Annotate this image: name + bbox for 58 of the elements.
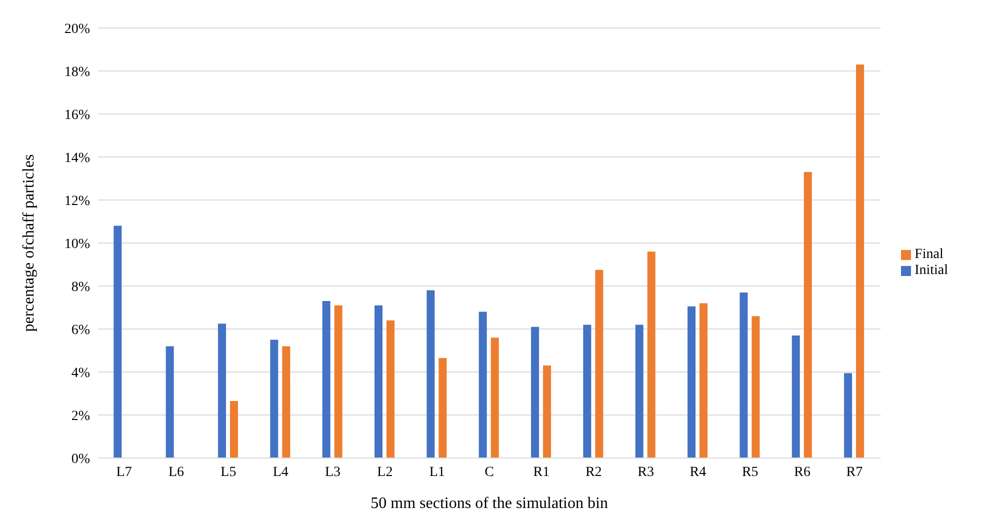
bar — [856, 64, 864, 458]
y-tick-label: 2% — [71, 408, 90, 424]
y-tick-label: 4% — [71, 366, 90, 381]
x-tick-label: L1 — [429, 464, 445, 480]
bar — [386, 320, 395, 458]
bar — [804, 172, 812, 458]
bar — [740, 292, 748, 458]
bar — [270, 340, 278, 458]
bar — [114, 226, 122, 458]
x-tick-label: L4 — [272, 464, 288, 480]
x-tick-label: L5 — [220, 464, 236, 480]
x-tick-label: R1 — [533, 464, 550, 480]
x-tick-label: L7 — [116, 464, 132, 480]
bar — [647, 252, 656, 458]
bar — [322, 301, 330, 458]
bar — [595, 270, 604, 458]
x-tick-label: R4 — [690, 464, 706, 480]
bar — [792, 335, 800, 458]
y-tick-label: 12% — [64, 194, 90, 209]
y-tick-label: 6% — [71, 322, 90, 338]
x-axis-title: 50 mm sections of the simulation bin — [370, 495, 608, 512]
bar — [700, 303, 708, 458]
bar — [752, 316, 760, 458]
bar — [438, 358, 447, 458]
bar — [282, 346, 290, 458]
bar — [635, 324, 644, 458]
bar — [218, 324, 226, 458]
bar — [374, 305, 383, 458]
x-tick-label: C — [484, 464, 494, 480]
x-tick-label: L3 — [324, 464, 341, 480]
bar — [543, 366, 552, 458]
bar — [490, 338, 499, 458]
legend-label: Initial — [914, 263, 948, 278]
bar — [688, 306, 696, 458]
x-tick-label: R3 — [638, 464, 654, 480]
bar — [531, 326, 540, 458]
x-tick-label: L2 — [377, 464, 393, 480]
x-tick-label: L6 — [168, 464, 184, 480]
y-tick-label: 20% — [64, 22, 90, 37]
bar — [166, 346, 174, 458]
bar — [426, 290, 435, 458]
y-axis-title: percentage ofchaff particles — [20, 154, 38, 332]
bar — [230, 401, 238, 458]
y-tick-label: 18% — [64, 64, 90, 80]
x-tick-label: R7 — [846, 464, 863, 480]
y-tick-label: 16% — [64, 108, 90, 123]
y-tick-label: 14% — [64, 150, 90, 166]
y-tick-label: 0% — [71, 452, 90, 467]
bar — [583, 324, 592, 458]
legend-label: Final — [914, 247, 944, 262]
bar — [478, 312, 487, 458]
x-tick-label: R6 — [794, 464, 810, 480]
bar — [844, 373, 852, 458]
x-tick-label: R5 — [742, 464, 758, 480]
x-tick-label: R2 — [585, 464, 602, 480]
y-tick-label: 10% — [64, 236, 90, 252]
y-tick-label: 8% — [71, 280, 90, 295]
bar — [334, 305, 342, 458]
